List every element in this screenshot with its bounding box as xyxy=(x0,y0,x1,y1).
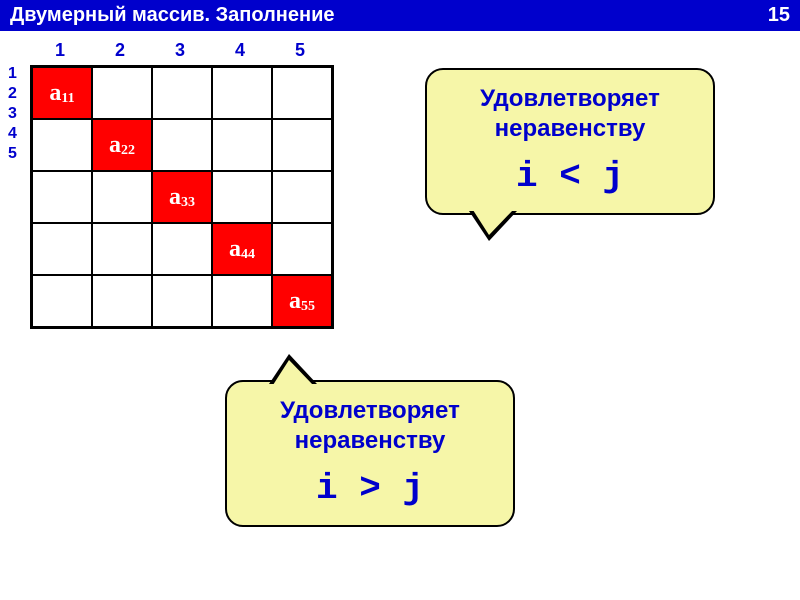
col-label: 3 xyxy=(150,40,210,65)
matrix-cell xyxy=(272,223,332,275)
matrix-cell xyxy=(152,275,212,327)
col-label: 4 xyxy=(210,40,270,65)
row-label: 2 xyxy=(8,85,30,105)
slide-header: Двумерный массив. Заполнение 15 xyxy=(0,0,800,31)
balloon-upper: Удовлетворяет неравенству i < j xyxy=(425,68,715,215)
balloon-tail xyxy=(473,210,513,235)
slide-title: Двумерный массив. Заполнение xyxy=(10,4,335,27)
matrix-cell xyxy=(32,275,92,327)
column-labels: 1 2 3 4 5 xyxy=(30,40,334,65)
matrix-cell xyxy=(32,119,92,171)
col-label: 5 xyxy=(270,40,330,65)
matrix-cell: a55 xyxy=(272,275,332,327)
matrix-cell xyxy=(272,171,332,223)
balloon-lower: Удовлетворяет неравенству i > j xyxy=(225,380,515,527)
matrix-cell xyxy=(152,223,212,275)
matrix-cell xyxy=(272,67,332,119)
matrix-cell xyxy=(92,223,152,275)
slide-page-number: 15 xyxy=(768,4,790,27)
matrix-cell: a11 xyxy=(32,67,92,119)
matrix-cell xyxy=(212,171,272,223)
balloon-text-line: неравенству xyxy=(445,114,695,144)
matrix-cell xyxy=(152,67,212,119)
matrix-cell xyxy=(212,275,272,327)
balloon-formula: i > j xyxy=(245,468,495,509)
row-labels: 1 2 3 4 5 xyxy=(8,65,30,329)
matrix-cell xyxy=(92,171,152,223)
matrix-cell xyxy=(32,171,92,223)
matrix-cell xyxy=(92,275,152,327)
matrix-area: 1 2 3 4 5 1 2 3 4 5 a11a22a33a44a55 xyxy=(8,40,334,329)
row-label: 5 xyxy=(8,145,30,165)
matrix-cell xyxy=(212,119,272,171)
matrix-cell xyxy=(32,223,92,275)
matrix-cell xyxy=(272,119,332,171)
matrix-cell xyxy=(152,119,212,171)
matrix-grid: a11a22a33a44a55 xyxy=(30,65,334,329)
matrix-cell: a33 xyxy=(152,171,212,223)
row-label: 3 xyxy=(8,105,30,125)
matrix-cell xyxy=(212,67,272,119)
balloon-formula: i < j xyxy=(445,156,695,197)
balloon-text-line: неравенству xyxy=(245,426,495,456)
matrix-cell xyxy=(92,67,152,119)
col-label: 1 xyxy=(30,40,90,65)
balloon-tail xyxy=(273,360,313,385)
col-label: 2 xyxy=(90,40,150,65)
row-label: 1 xyxy=(8,65,30,85)
balloon-text-line: Удовлетворяет xyxy=(245,396,495,426)
matrix-cell: a44 xyxy=(212,223,272,275)
balloon-text-line: Удовлетворяет xyxy=(445,84,695,114)
row-label: 4 xyxy=(8,125,30,145)
matrix-cell: a22 xyxy=(92,119,152,171)
